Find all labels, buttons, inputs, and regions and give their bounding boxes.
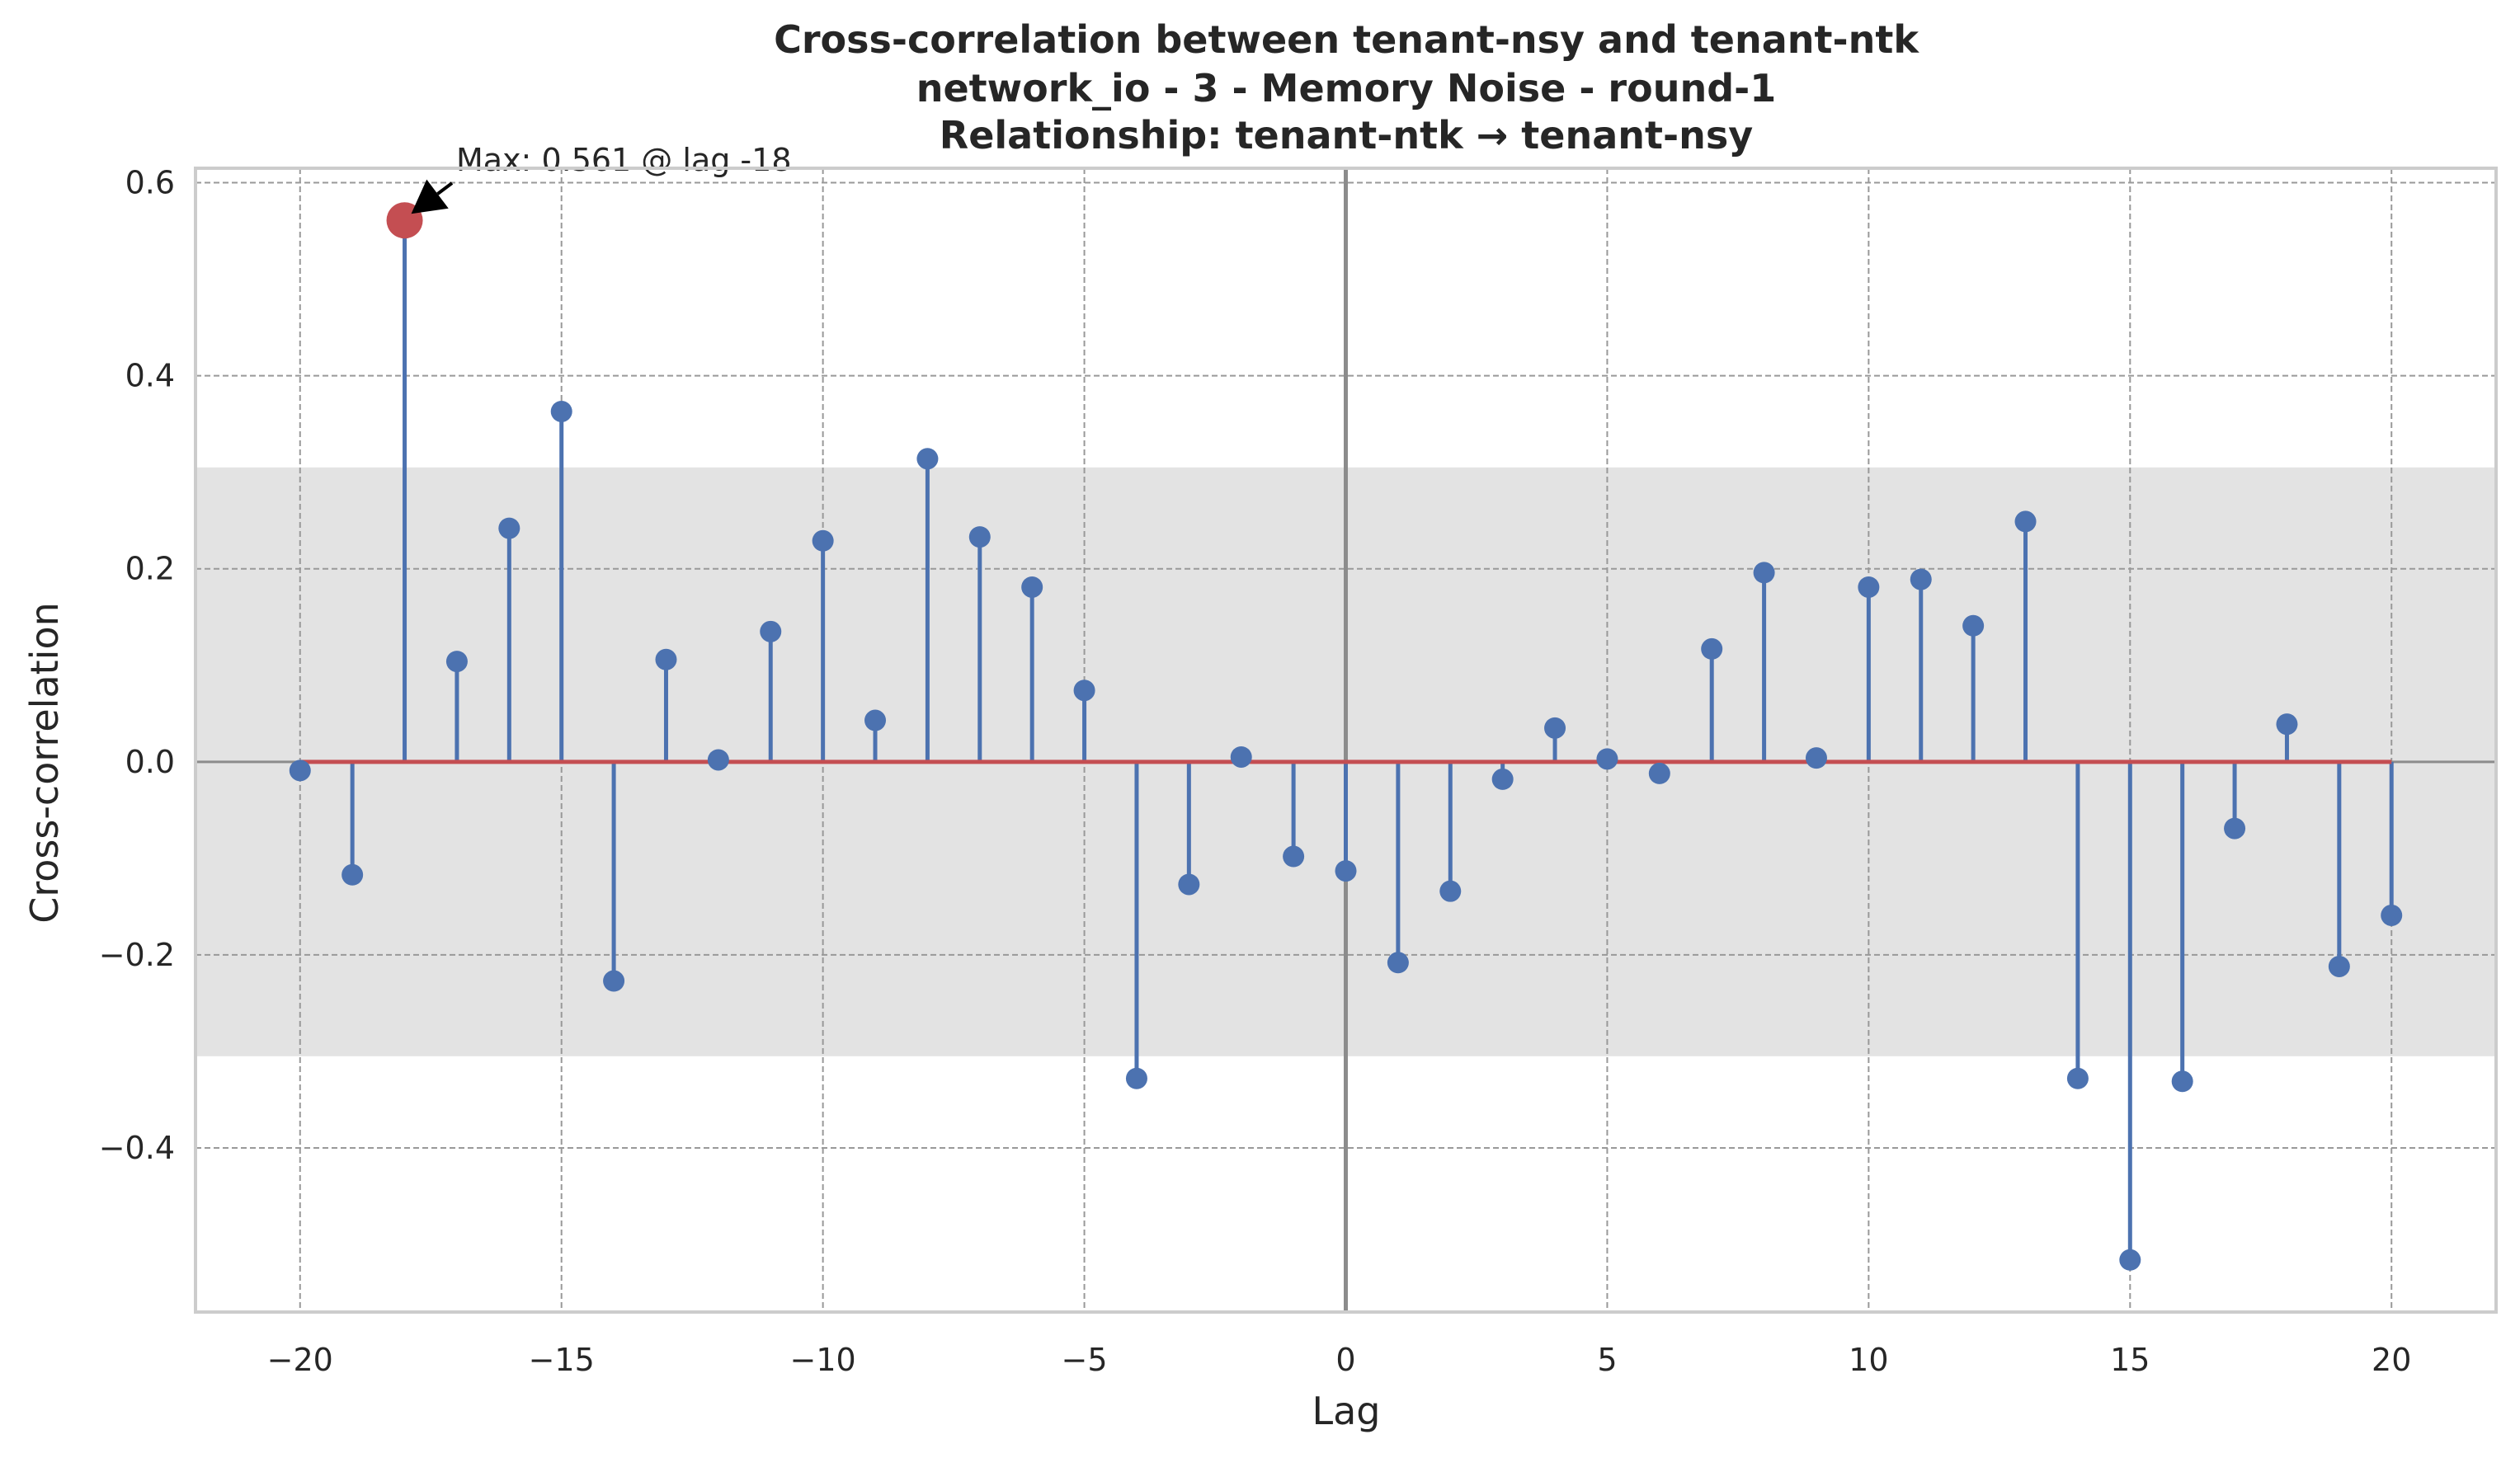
- stem-marker: [2328, 955, 2350, 977]
- stem-marker: [916, 448, 939, 470]
- x-tick-label: −5: [1062, 1342, 1108, 1378]
- stem-marker: [2171, 1070, 2193, 1093]
- stem-marker: [1073, 680, 1095, 702]
- stem-marker: [760, 620, 782, 642]
- max-annotation: Max: 0.561 @ lag -18: [456, 142, 792, 178]
- stem-marker: [1491, 768, 1514, 790]
- stem-marker: [864, 709, 887, 731]
- x-tick-label: 15: [2110, 1342, 2150, 1378]
- x-tick-label: −10: [790, 1342, 856, 1378]
- y-tick-label: −0.2: [99, 937, 175, 973]
- stem-marker: [550, 400, 572, 422]
- x-tick-label: 0: [1335, 1342, 1355, 1378]
- chart-title: Cross-correlation between tenant-nsy and…: [774, 17, 1919, 158]
- y-tick-label: 0.2: [125, 551, 175, 587]
- plot-frame: [194, 167, 2498, 1314]
- stem-marker: [655, 648, 677, 670]
- stem-marker: [1648, 762, 1670, 784]
- stem-marker: [1178, 873, 1200, 896]
- stem-marker: [1910, 568, 1932, 590]
- stem-marker: [2381, 904, 2403, 926]
- stem-marker: [2066, 1067, 2089, 1089]
- stem-marker: [1387, 952, 1409, 974]
- stem-marker: [1962, 614, 1985, 637]
- stem-marker: [812, 529, 834, 552]
- y-tick-label: 0.6: [125, 165, 175, 201]
- stem-marker: [1596, 748, 1618, 770]
- stem-marker: [1283, 845, 1305, 868]
- x-tick-label: 10: [1849, 1342, 1888, 1378]
- stem-marker: [1858, 576, 1880, 598]
- x-tick-label: −15: [529, 1342, 595, 1378]
- stem-marker: [1544, 717, 1566, 739]
- annotation-arrowhead: [411, 179, 449, 214]
- chart-title-line-1: Cross-correlation between tenant-nsy and…: [774, 17, 1919, 62]
- stem-marker: [445, 651, 468, 673]
- x-tick-label: 20: [2372, 1342, 2411, 1378]
- y-tick-label: 0.0: [125, 744, 175, 780]
- y-tick-label: −0.4: [99, 1130, 175, 1166]
- stem-marker: [603, 970, 625, 992]
- stem-marker: [1021, 576, 1043, 598]
- y-axis-label: Cross-correlation: [22, 602, 67, 924]
- stem-marker: [968, 526, 991, 548]
- stem-marker: [1439, 880, 1462, 902]
- stem-marker: [1230, 745, 1252, 768]
- x-axis-label: Lag: [1312, 1389, 1380, 1433]
- stem-marker: [498, 517, 520, 539]
- chart-title-line-2: network_io - 3 - Memory Noise - round-1: [916, 66, 1777, 111]
- stem-marker: [1805, 747, 1827, 769]
- stem-marker: [707, 749, 729, 771]
- stem-marker: [341, 863, 364, 886]
- stem-marker: [1335, 860, 1357, 882]
- stem-marker: [289, 760, 311, 782]
- stem-marker: [2119, 1249, 2141, 1271]
- stem-marker: [1753, 562, 1775, 584]
- x-tick-label: 5: [1597, 1342, 1617, 1378]
- y-tick-label: 0.4: [125, 358, 175, 394]
- chart-title-line-3: Relationship: tenant-ntk → tenant-nsy: [940, 113, 1753, 158]
- annotation-arrow-shaft: [436, 181, 454, 195]
- stem-marker: [1125, 1067, 1147, 1089]
- x-tick-label: −20: [267, 1342, 333, 1378]
- stem-marker: [2224, 817, 2246, 840]
- plot-area: Max: 0.561 @ lag -18 −20 −15 −10 −5 0 5 10 15 20 −…: [99, 142, 2498, 1378]
- stem-marker: [1701, 637, 1723, 660]
- stem-marker: [2276, 713, 2298, 736]
- stem-marker: [2014, 510, 2037, 533]
